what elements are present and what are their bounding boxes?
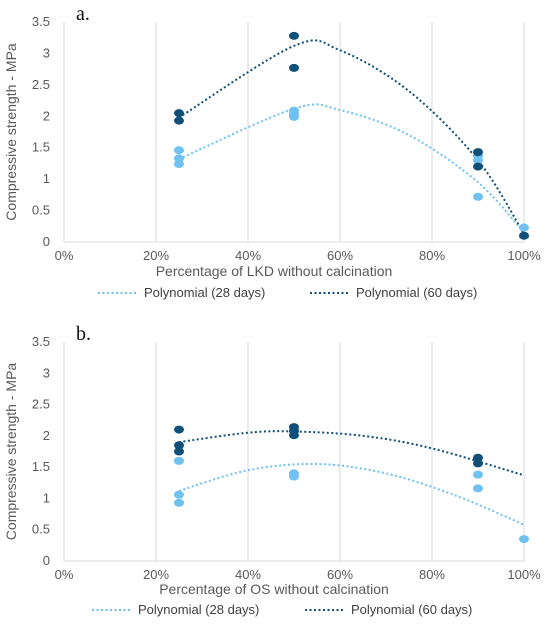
data-point-60-days <box>519 231 529 240</box>
x-tick-label: 20% <box>143 567 169 582</box>
x-axis-title: Percentage of OS without calcination <box>159 581 389 597</box>
data-point-60-days <box>473 162 483 171</box>
legend-label: Polynomial (28 days) <box>144 285 265 300</box>
y-tick-label: 1.5 <box>32 140 50 155</box>
data-point-28-days <box>289 472 299 481</box>
data-point-28-days <box>174 456 184 465</box>
data-point-60-days <box>174 116 184 125</box>
y-tick-label: 2 <box>43 428 50 443</box>
data-point-28-days <box>473 192 483 201</box>
y-tick-label: 0.5 <box>32 203 50 218</box>
y-tick-label: 1 <box>43 171 50 186</box>
data-point-60-days <box>174 447 184 456</box>
x-tick-label: 60% <box>327 248 353 263</box>
panel-label: a. <box>76 3 90 25</box>
y-tick-label: 2.5 <box>32 77 50 92</box>
x-tick-label: 60% <box>327 567 353 582</box>
x-tick-label: 100% <box>507 248 541 263</box>
data-point-60-days <box>174 425 184 434</box>
data-point-60-days <box>289 63 299 72</box>
x-tick-label: 40% <box>235 248 261 263</box>
x-tick-label: 80% <box>419 248 445 263</box>
panel-label: b. <box>76 323 91 345</box>
y-axis-title: Compressive strength - MPa <box>3 363 19 541</box>
legend-label: Polynomial (60 days) <box>356 285 477 300</box>
data-point-28-days <box>174 146 184 155</box>
data-point-28-days <box>174 154 184 163</box>
data-point-28-days <box>519 223 529 232</box>
trendline-60-days <box>178 430 525 477</box>
y-tick-label: 0.5 <box>32 522 50 537</box>
x-tick-label: 40% <box>235 567 261 582</box>
trendline-60-days <box>178 39 525 235</box>
y-axis-title: Compressive strength - MPa <box>3 43 19 221</box>
data-point-28-days <box>289 112 299 121</box>
y-tick-label: 2 <box>43 108 50 123</box>
data-point-60-days <box>174 441 184 450</box>
data-point-60-days <box>473 459 483 468</box>
legend-label: Polynomial (28 days) <box>138 602 259 617</box>
y-tick-label: 1.5 <box>32 459 50 474</box>
data-point-60-days <box>289 31 299 40</box>
y-tick-label: 1 <box>43 490 50 505</box>
x-tick-label: 100% <box>507 567 541 582</box>
data-point-28-days <box>174 160 184 169</box>
data-point-28-days <box>174 498 184 507</box>
data-point-28-days <box>519 535 529 544</box>
y-tick-label: 0 <box>43 553 50 568</box>
x-tick-label: 80% <box>419 567 445 582</box>
y-tick-label: 3 <box>43 45 50 60</box>
y-tick-label: 3.5 <box>32 14 50 29</box>
y-tick-label: 3 <box>43 365 50 380</box>
x-tick-label: 20% <box>143 248 169 263</box>
y-tick-label: 2.5 <box>32 397 50 412</box>
chart-panel-2: b. 0% 20% 40% 60% 80% 100% 0 0.5 1 1.5 2 2.5 3 3.5 Perc… <box>3 323 541 617</box>
y-tick-label: 0 <box>43 234 50 249</box>
data-point-28-days <box>473 484 483 493</box>
x-tick-label: 0% <box>55 248 74 263</box>
trendline-28-days <box>178 462 525 526</box>
data-point-28-days <box>174 490 184 499</box>
data-point-60-days <box>289 431 299 440</box>
x-axis-title: Percentage of LKD without calcination <box>156 263 393 279</box>
trendline-28-days <box>178 103 525 234</box>
data-point-28-days <box>473 156 483 165</box>
chart-panel-1: a. 0% 20% 40% 60% 80% 100% 0 0.5 1 1.5 2 2.5 3 3.5 Perc… <box>3 3 541 300</box>
data-point-60-days <box>473 148 483 157</box>
data-point-28-days <box>473 470 483 479</box>
legend-label: Polynomial (60 days) <box>351 602 472 617</box>
data-point-60-days <box>473 453 483 462</box>
x-tick-label: 0% <box>55 567 74 582</box>
y-tick-label: 3.5 <box>32 334 50 349</box>
data-point-60-days <box>174 109 184 118</box>
